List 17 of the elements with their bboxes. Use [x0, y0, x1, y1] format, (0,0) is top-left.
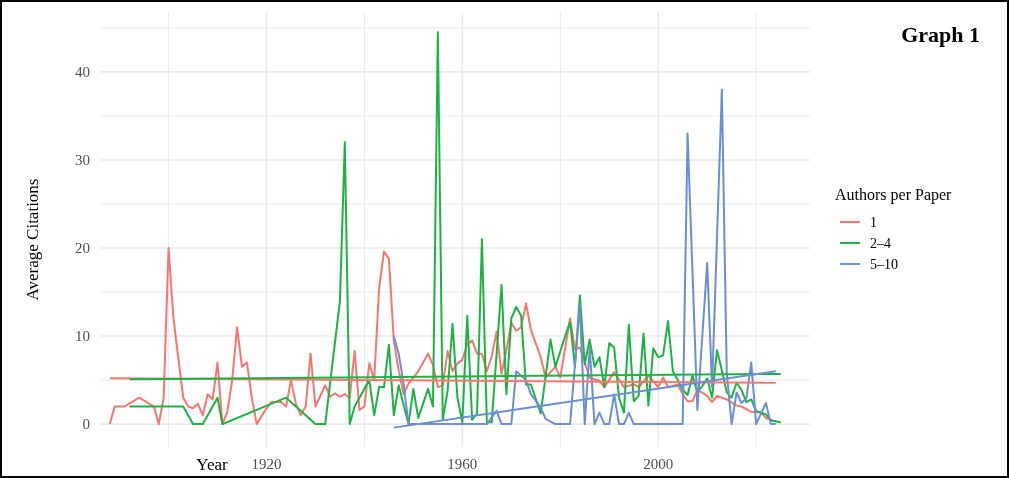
legend-label: 1 [870, 214, 877, 230]
y-tick-label: 40 [75, 64, 90, 81]
text: Graph 1 [901, 22, 980, 47]
y-tick-label: 20 [75, 240, 90, 257]
x-tick-label: 1920 [251, 456, 282, 472]
y-axis-title: Average Citations [23, 178, 42, 301]
x-axis-title: Year [196, 455, 228, 474]
y-tick-label: 30 [75, 152, 90, 169]
line-series [128, 31, 782, 426]
legend-label: 2–4 [870, 235, 891, 251]
legend-label: 5–10 [870, 256, 898, 272]
y-tick-label: 0 [82, 416, 90, 433]
line-series [392, 88, 777, 426]
x-tick-label: 2000 [643, 456, 674, 472]
y-tick-label: 10 [75, 328, 90, 345]
legend-title: Authors per Paper [835, 186, 953, 204]
x-tick-label: 1960 [447, 456, 478, 472]
